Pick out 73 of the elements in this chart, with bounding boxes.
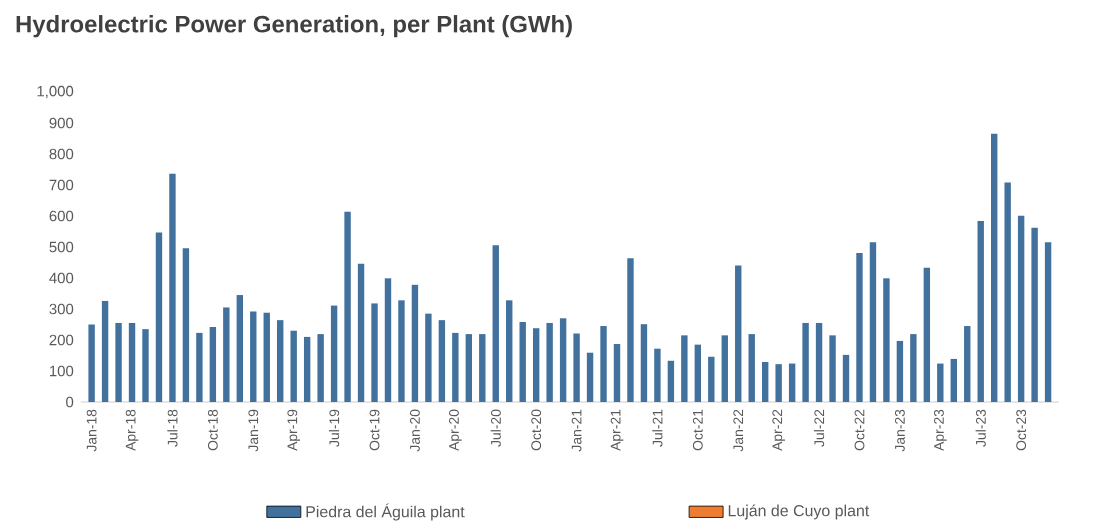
bar xyxy=(317,334,324,402)
bar xyxy=(169,173,176,402)
bar xyxy=(128,322,136,402)
bar xyxy=(371,303,378,402)
bar xyxy=(694,344,702,402)
bar xyxy=(425,313,432,402)
bar xyxy=(1017,215,1025,402)
bar xyxy=(708,356,715,402)
bar xyxy=(438,320,446,402)
bar xyxy=(142,329,149,402)
bar xyxy=(667,360,675,402)
bar xyxy=(829,335,836,402)
bar xyxy=(1004,182,1011,402)
bar xyxy=(573,333,580,402)
bar xyxy=(357,263,365,402)
bar xyxy=(627,258,634,402)
bar xyxy=(721,335,728,402)
chart-title: Hydroelectric Power Generation, per Plant (GWh) xyxy=(16,15,572,38)
bar xyxy=(802,322,809,402)
bar xyxy=(910,334,917,402)
bar xyxy=(250,311,257,402)
bar xyxy=(384,278,392,402)
bar xyxy=(330,305,338,402)
bar xyxy=(1031,227,1038,402)
bar xyxy=(506,300,513,402)
bar xyxy=(532,328,540,402)
bar xyxy=(182,248,190,402)
bar xyxy=(479,334,486,402)
bar xyxy=(937,363,944,402)
bar xyxy=(681,335,688,402)
bar xyxy=(950,358,957,402)
bar xyxy=(411,284,419,402)
bar xyxy=(519,322,526,402)
bar xyxy=(546,322,553,402)
bar xyxy=(303,336,311,402)
bar xyxy=(277,320,284,402)
bar xyxy=(883,278,890,402)
bar xyxy=(290,330,297,402)
bar xyxy=(559,318,567,402)
bar xyxy=(990,133,998,402)
bar xyxy=(896,340,904,402)
bar xyxy=(977,220,984,402)
bar xyxy=(788,363,796,402)
bar xyxy=(155,232,163,402)
bar xyxy=(101,300,109,402)
bar xyxy=(492,245,499,402)
bar xyxy=(815,322,823,402)
bar xyxy=(115,322,122,402)
bar xyxy=(613,344,621,402)
bar xyxy=(923,267,931,402)
bar xyxy=(856,252,863,402)
bar xyxy=(842,354,850,402)
bar xyxy=(452,332,459,402)
bar xyxy=(344,211,351,402)
bar xyxy=(748,334,755,402)
bar xyxy=(761,362,769,402)
bar xyxy=(640,324,648,402)
bar xyxy=(964,326,971,402)
bar xyxy=(88,324,95,402)
bar xyxy=(1044,242,1052,402)
bar xyxy=(196,332,203,402)
bar xyxy=(223,307,230,402)
bar xyxy=(263,312,270,402)
bar xyxy=(735,265,742,402)
bar xyxy=(586,352,594,402)
bar xyxy=(236,295,243,402)
bar xyxy=(654,348,661,402)
bar xyxy=(209,326,217,402)
bar xyxy=(398,300,405,402)
bar xyxy=(775,364,782,402)
bar xyxy=(600,326,607,402)
bar xyxy=(869,242,877,402)
bar xyxy=(465,334,473,402)
